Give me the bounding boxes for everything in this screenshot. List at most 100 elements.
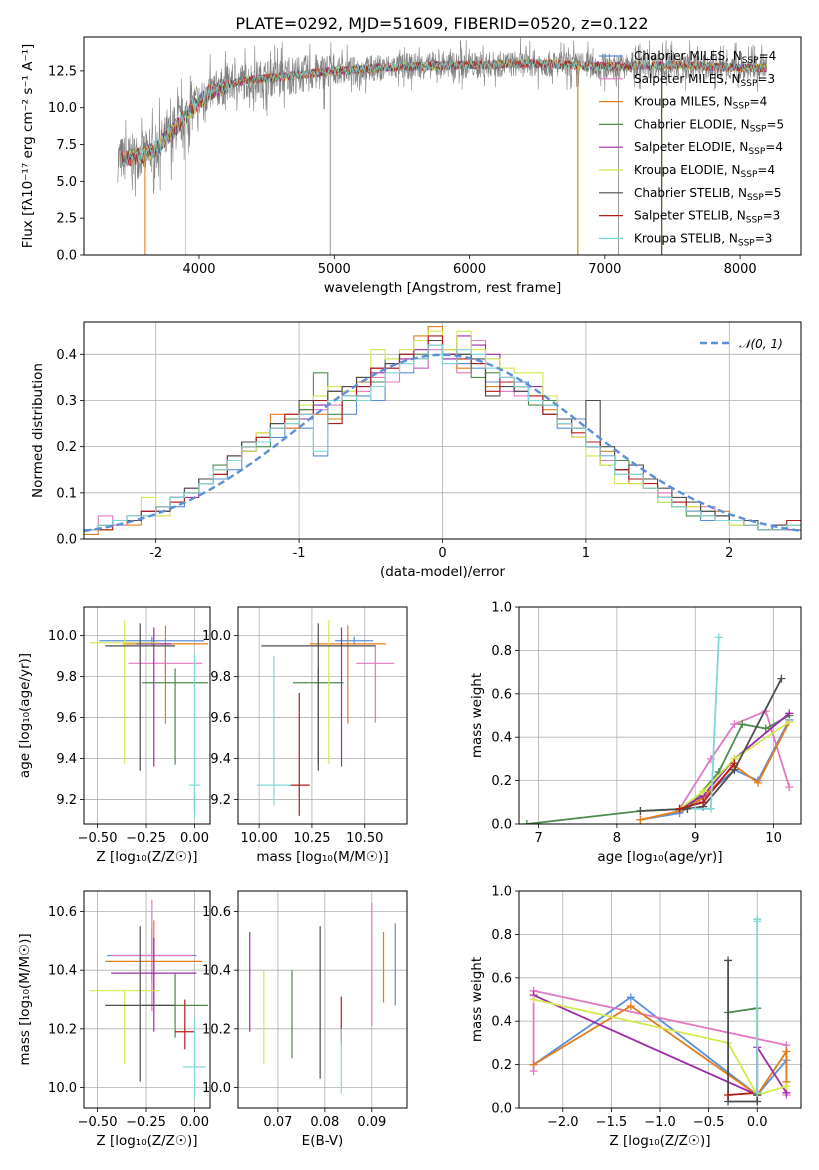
weight_vs_age-plot-area: [522, 633, 794, 824]
residuals-x-axis-label: (data-model)/error: [380, 564, 506, 580]
legend-entry-value: =4: [750, 95, 768, 109]
legend-entry-subscript: SSP: [746, 216, 763, 226]
residuals-frame: [83, 321, 802, 540]
legend-entry-value: =3: [755, 231, 773, 245]
spectrum-y-tick-label: 7.5: [56, 138, 77, 153]
legend-entry-subscript: SSP: [738, 238, 755, 248]
mass_vs_Z-y-tick-label: 10.4: [48, 964, 77, 979]
legend-entry: Kroupa ELODIE, NSSP=4: [634, 163, 775, 180]
age_vs_Z-y-tick-label: 9.6: [56, 711, 77, 726]
weight_vs_Z-x-tick-label: 0.0: [747, 1115, 768, 1130]
figure-title: PLATE=0292, MJD=51609, FIBERID=0520, z=0…: [235, 14, 648, 33]
legend-entry-text: Kroupa STELIB, N: [634, 231, 738, 245]
legend-entry-subscript: SSP: [747, 193, 764, 203]
mass_vs_Z-grid: [84, 891, 210, 1108]
weight_vs_Z-y-tick-label: 1.0: [491, 885, 512, 900]
weight_vs_age-x-tick-label: 10: [765, 831, 782, 846]
weight_vs_age-y-tick-label: 0.0: [491, 818, 512, 833]
age_vs_Z-grid: [84, 607, 210, 824]
residuals-x-tick-label: 1: [582, 546, 590, 561]
mass_vs_Z-y-tick-label: 10.0: [48, 1081, 77, 1096]
spectrum-y-tick-label: 0.0: [56, 249, 77, 264]
legend-entry-text: Chabrier STELIB, N: [634, 186, 747, 200]
weight_vs_age-x-axis-label: age [log₁₀(age/yr)]: [597, 849, 722, 865]
residuals-y-tick-label: 0.0: [56, 533, 77, 548]
gaussian-curve: [84, 353, 801, 533]
weight_vs_Z-plot-area: [529, 915, 791, 1106]
weight_vs_Z-y-tick-label: 0.6: [491, 971, 512, 986]
legend-entry-value: =3: [757, 72, 775, 86]
legend-entry: Chabrier MILES, NSSP=4: [634, 49, 776, 66]
weight-marker: [730, 759, 739, 768]
legend-entry-subscript: SSP: [750, 124, 767, 134]
age_vs_mass-y-tick-label: 9.8: [210, 670, 231, 685]
legend-entry: Kroupa STELIB, NSSP=3: [634, 231, 772, 248]
spectrum-panel: 4000 5000 6000 7000 8000 0.0 2.5 5.0 7.5 10.0 12.5…: [20, 36, 802, 296]
legend-entry-subscript: SSP: [741, 170, 758, 180]
weight-line: [728, 1091, 758, 1096]
age_vs_Z-frame: [83, 606, 211, 825]
weight-line: [526, 714, 790, 824]
mass_vs_EBV-frame: [237, 890, 408, 1109]
weight-marker: [714, 633, 723, 642]
legend-entry-text: Chabrier ELODIE, N: [634, 117, 750, 131]
mass_vs_EBV-x-axis-label: E(B-V): [302, 1133, 344, 1149]
legend-entry: Chabrier STELIB, NSSP=5: [634, 186, 782, 203]
age_vs_mass-x-tick-label: 10.50: [346, 831, 383, 846]
age_vs_Z-y-tick-label: 9.2: [56, 793, 77, 808]
age_vs_mass-grid: [238, 607, 407, 824]
weight-marker: [730, 720, 739, 729]
weight_vs_age-y-axis-label: mass weight: [469, 673, 485, 758]
age_vs_mass-x-tick-label: 10.00: [241, 831, 278, 846]
weight_vs_Z-x-axis-label: Z [log₁₀(Z/Z☉)]: [609, 1133, 710, 1149]
weight-line: [727, 960, 759, 1103]
weight-marker: [753, 778, 762, 787]
mass_vs_Z-y-tick-label: 10.6: [48, 905, 77, 920]
weight-marker: [529, 1060, 538, 1069]
age_vs_mass-panel: 10.00 10.25 10.50 9.2 9.4 9.6 9.8 10.0 mass [log…: [202, 606, 408, 865]
weight-marker: [777, 674, 786, 683]
legend-entry: Salpeter STELIB, NSSP=3: [634, 209, 780, 226]
spectrum-y-axis-label: Flux [fλ10⁻¹⁷ erg cm⁻² s⁻¹ A⁻¹]: [20, 44, 36, 249]
spectrum-x-tick-label: 6000: [453, 262, 486, 277]
weight_vs_Z-y-tick-label: 0.0: [491, 1102, 512, 1117]
age_vs_Z-x-tick-label: −0.50: [78, 831, 118, 846]
weight_vs_Z-x-tick-label: −2.0: [547, 1115, 579, 1130]
legend-entry-text: Chabrier MILES, N: [634, 49, 742, 63]
spectrum-x-tick-label: 5000: [318, 262, 351, 277]
weight-marker: [785, 709, 794, 718]
weight_vs_age-x-tick-label: 9: [691, 831, 699, 846]
weight-line: [679, 712, 790, 810]
legend-entry-text: Kroupa MILES, N: [634, 95, 733, 109]
weight_vs_Z-frame: [518, 890, 802, 1109]
data-spectrum-line: [117, 37, 768, 197]
legend-entry-text: Kroupa ELODIE, N: [634, 163, 741, 177]
weight-marker: [636, 806, 645, 815]
spectrum-y-tick-label: 12.5: [48, 64, 77, 79]
age_vs_mass-y-tick-label: 9.2: [210, 793, 231, 808]
legend-entry: Salpeter MILES, NSSP=3: [634, 72, 775, 89]
age_vs_Z-x-tick-label: −0.25: [126, 831, 166, 846]
legend-entry-text: Salpeter ELODIE, N: [634, 140, 748, 154]
age_vs_mass-x-axis-label: mass [log₁₀(M/M☉)]: [256, 849, 388, 865]
legend-entry-value: =5: [764, 186, 782, 200]
model-spectrum-line: [120, 58, 767, 168]
model-spectrum-line: [120, 58, 767, 168]
weight_vs_Z-x-tick-label: −1.0: [644, 1115, 676, 1130]
legend-entry-value: =5: [766, 117, 784, 131]
mass_vs_EBV-plot-area: [249, 902, 396, 1094]
weight_vs_age-x-tick-label: 8: [613, 831, 621, 846]
mass_vs_Z-y-tick-label: 10.2: [48, 1022, 77, 1037]
spectrum-y-tick-label: 10.0: [48, 101, 77, 116]
weight-marker: [699, 787, 708, 796]
weight-marker: [706, 804, 715, 813]
age_vs_mass-plot-area: [257, 620, 395, 816]
weight_vs_Z-y-tick-label: 0.4: [491, 1015, 512, 1030]
age_vs_Z-plot-area: [89, 620, 209, 818]
weight-marker: [626, 993, 635, 1002]
mass_vs_EBV-x-tick-label: 0.08: [310, 1115, 339, 1130]
legend-entry-text: Salpeter MILES, N: [634, 72, 741, 86]
age_vs_mass-frame: [237, 606, 408, 825]
weight-marker: [753, 1088, 762, 1097]
